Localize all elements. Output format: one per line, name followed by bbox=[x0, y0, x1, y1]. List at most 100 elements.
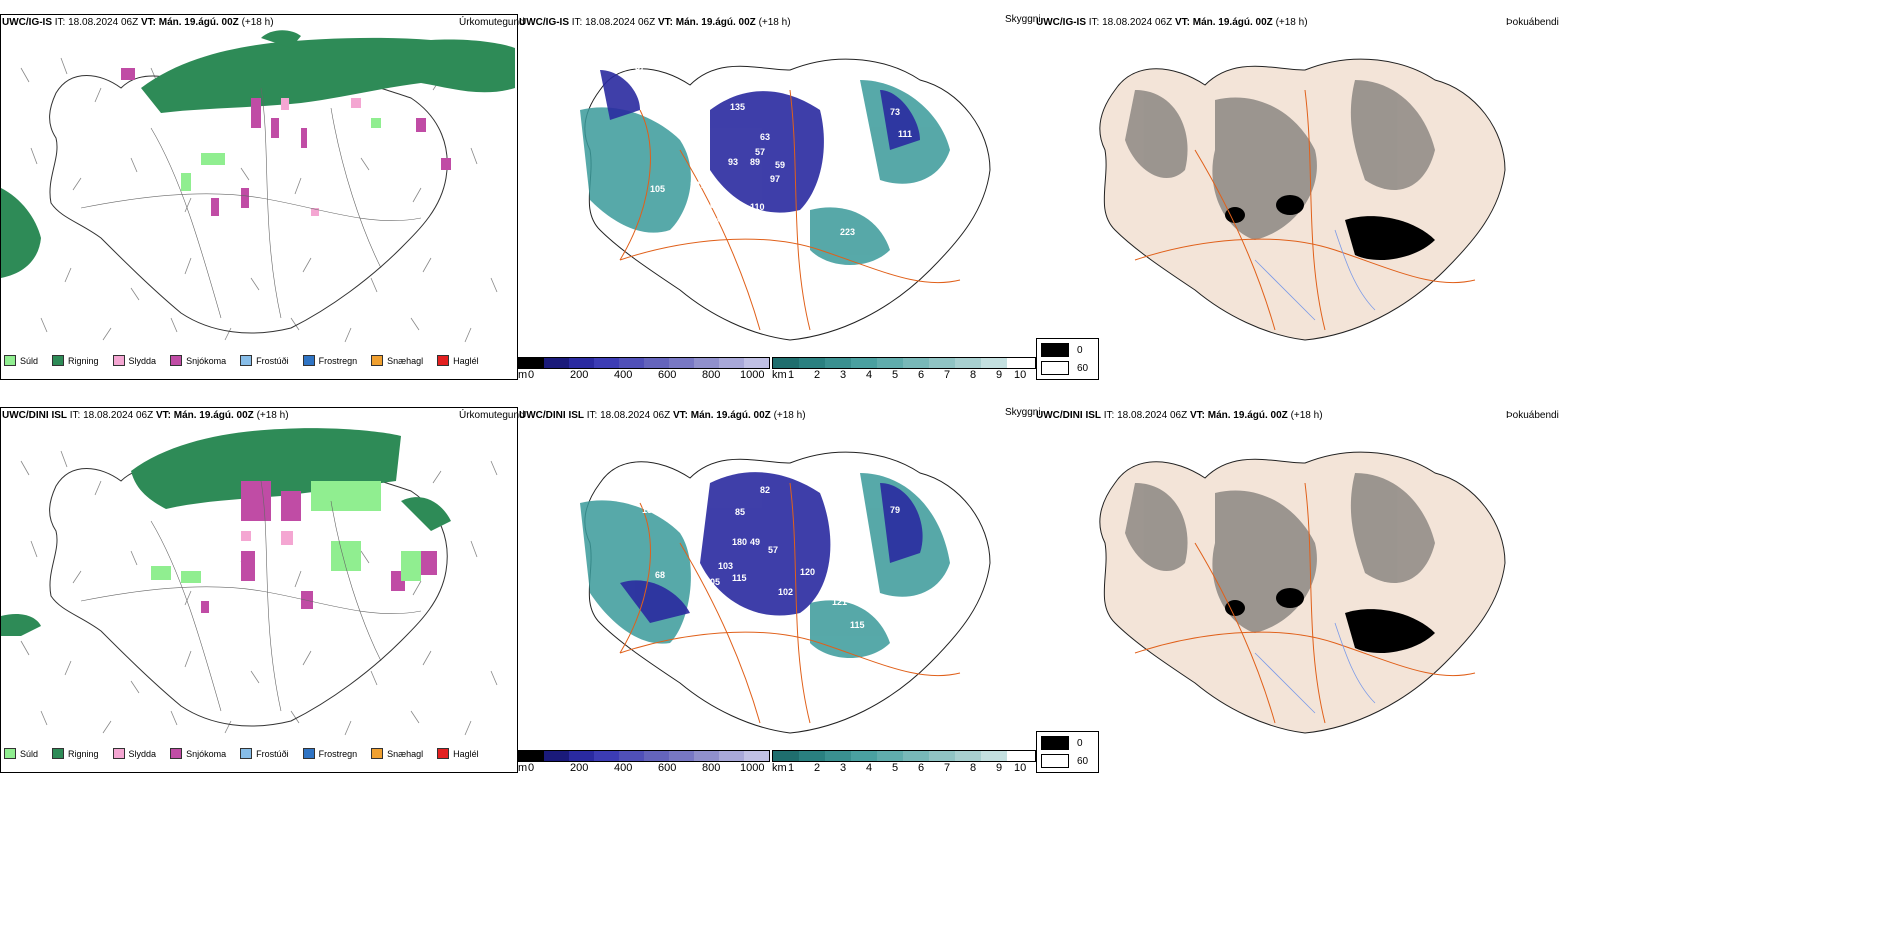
cloud-tick: 400 bbox=[614, 762, 633, 774]
swatch-rain bbox=[52, 748, 65, 759]
legend-item: Frostúði bbox=[240, 355, 289, 366]
road-network bbox=[619, 89, 961, 331]
cloud-number: 103 bbox=[718, 561, 733, 571]
legend-item: Snjókoma bbox=[170, 748, 226, 759]
row-2: UWC/DINI ISL IT: 18.08.2024 06Z VT: Mán.… bbox=[0, 393, 1900, 863]
fog-swatch-white bbox=[1041, 361, 1069, 375]
cloud-tick: 0 bbox=[528, 762, 535, 774]
swatch-sprinkle bbox=[4, 355, 16, 366]
cloud-vis-map[interactable]: 103 37 135 63 57 93 89 59 97 105 127 67 … bbox=[560, 30, 1010, 350]
lead-time: (+18 h) bbox=[241, 17, 274, 28]
vis-tick: 6 bbox=[918, 762, 925, 774]
precip-legend: Súld Rigning Slydda Snjókoma Frostúði Fr… bbox=[4, 355, 479, 366]
cloud-base-colorbar: m 0 200 400 600 800 1000 bbox=[518, 357, 770, 381]
swatch-hail bbox=[437, 355, 450, 366]
swatch-frost-rain bbox=[302, 355, 315, 366]
cloud-tick: 1000 bbox=[740, 369, 765, 381]
fog-swatch-white bbox=[1041, 754, 1069, 768]
fog-title: Þokuábendi bbox=[1506, 17, 1559, 28]
fog-dense bbox=[1225, 588, 1435, 653]
precip-map[interactable] bbox=[1, 421, 515, 743]
vis-header: UWC/IG-IS IT: 18.08.2024 06Z VT: Mán. 19… bbox=[519, 17, 791, 28]
cloud-number: 121 bbox=[832, 597, 847, 607]
init-time: IT: 18.08.2024 06Z bbox=[586, 410, 671, 421]
legend-item: Frostregn bbox=[302, 748, 357, 759]
precip-sleet-areas bbox=[281, 98, 361, 216]
fog-header: UWC/IG-IS IT: 18.08.2024 06Z VT: Mán. 19… bbox=[1036, 17, 1308, 28]
lead-time: (+18 h) bbox=[256, 410, 289, 421]
cloud-colorbar-svg bbox=[518, 750, 770, 762]
cloud-number: 37 bbox=[635, 62, 645, 72]
model-name: UWC/IG-IS bbox=[2, 17, 52, 28]
vis-tick: 9 bbox=[996, 369, 1003, 381]
cloud-base-labels: 103 37 135 63 57 93 89 59 97 105 127 67 … bbox=[620, 47, 912, 237]
precip-map[interactable] bbox=[1, 28, 515, 350]
cloud-number: 89 bbox=[750, 157, 760, 167]
vis-tick: 1 bbox=[788, 762, 795, 774]
cloud-unit: m bbox=[518, 762, 528, 774]
init-time: IT: 18.08.2024 06Z bbox=[571, 17, 656, 28]
cloud-number: 68 bbox=[655, 570, 665, 580]
cloud-number: 115 bbox=[732, 573, 747, 583]
init-time: IT: 18.08.2024 06Z bbox=[1103, 410, 1188, 421]
cloud-number: 57 bbox=[768, 545, 778, 555]
cloud-number: 88 bbox=[670, 487, 680, 497]
cloud-number: 120 bbox=[800, 567, 815, 577]
precip-legend: Súld Rigning Slydda Snjókoma Frostúði Fr… bbox=[4, 748, 479, 759]
legend-item: Slydda bbox=[112, 748, 156, 759]
precip-drizzle-areas bbox=[181, 118, 381, 191]
cloud-tick: 600 bbox=[658, 369, 677, 381]
swatch-frost-drizzle bbox=[240, 355, 253, 366]
swatch-hail bbox=[437, 748, 450, 759]
precip-panel-frame bbox=[0, 14, 518, 380]
road-network bbox=[1134, 89, 1476, 331]
road-network bbox=[1134, 482, 1476, 724]
visibility-colorbar: km 1 2 3 4 5 6 7 8 9 10 bbox=[772, 750, 1036, 774]
model-name: UWC/IG-IS bbox=[1036, 17, 1086, 28]
valid-time: VT: Mán. 19.ágú. 00Z bbox=[140, 17, 239, 28]
swatch-snow-grains bbox=[371, 748, 384, 759]
fog-swatch-black bbox=[1041, 343, 1069, 357]
vis-title: Skyggni bbox=[1005, 14, 1041, 25]
cloud-number: 63 bbox=[760, 132, 770, 142]
vis-tick: 10 bbox=[1014, 369, 1027, 381]
visibility-colorbar: km 1 2 3 4 5 6 7 8 9 10 bbox=[772, 357, 1036, 381]
swatch-frost-drizzle bbox=[240, 748, 253, 759]
vis-tick: 7 bbox=[944, 762, 951, 774]
valid-time: VT: Mán. 19.ágú. 00Z bbox=[155, 410, 254, 421]
cloud-number: 57 bbox=[755, 147, 765, 157]
legend-item: Snæhagl bbox=[371, 748, 423, 759]
model-name: UWC/IG-IS bbox=[519, 17, 569, 28]
valid-time: VT: Mán. 19.ágú. 00Z bbox=[657, 17, 756, 28]
cloud-tick: 800 bbox=[702, 762, 721, 774]
legend-item: Rigning bbox=[52, 355, 99, 366]
vis-tick: 8 bbox=[970, 369, 977, 381]
legend-item: Haglél bbox=[437, 355, 479, 366]
swatch-frost-rain bbox=[302, 748, 315, 759]
cloud-number: 102 bbox=[778, 587, 793, 597]
legend-item: Snæhagl bbox=[371, 355, 423, 366]
cloud-tick: 400 bbox=[614, 369, 633, 381]
cloud-number: 79 bbox=[890, 505, 900, 515]
fog-map[interactable] bbox=[1075, 423, 1525, 743]
cloud-vis-map[interactable]: 88 130 82 85 79 49 180 57 103 68 115 105… bbox=[560, 423, 1010, 743]
vis-tick: 2 bbox=[814, 369, 821, 381]
cloud-tick: 200 bbox=[570, 762, 589, 774]
lead-time: (+18 h) bbox=[1275, 17, 1308, 28]
cloud-tick: 1000 bbox=[740, 762, 765, 774]
fog-map[interactable] bbox=[1075, 30, 1525, 350]
fog-legend-box: 0 60 bbox=[1036, 338, 1100, 380]
vis-colorbar-svg bbox=[772, 750, 1036, 762]
fog-title: Þokuábendi bbox=[1506, 410, 1559, 421]
visibility-areas bbox=[580, 473, 950, 658]
swatch-snow-grains bbox=[371, 355, 384, 366]
cloud-number: 82 bbox=[760, 485, 770, 495]
cloud-number: 111 bbox=[898, 129, 912, 139]
legend-item: Frostregn bbox=[302, 355, 357, 366]
precip-drizzle-areas bbox=[151, 481, 421, 583]
cloud-number: 130 bbox=[642, 505, 657, 515]
precip-header: UWC/DINI ISL IT: 18.08.2024 06Z VT: Mán.… bbox=[2, 410, 289, 421]
vis-tick: 4 bbox=[866, 762, 873, 774]
legend-item: Slydda bbox=[112, 355, 156, 366]
cloud-number: 59 bbox=[775, 160, 785, 170]
